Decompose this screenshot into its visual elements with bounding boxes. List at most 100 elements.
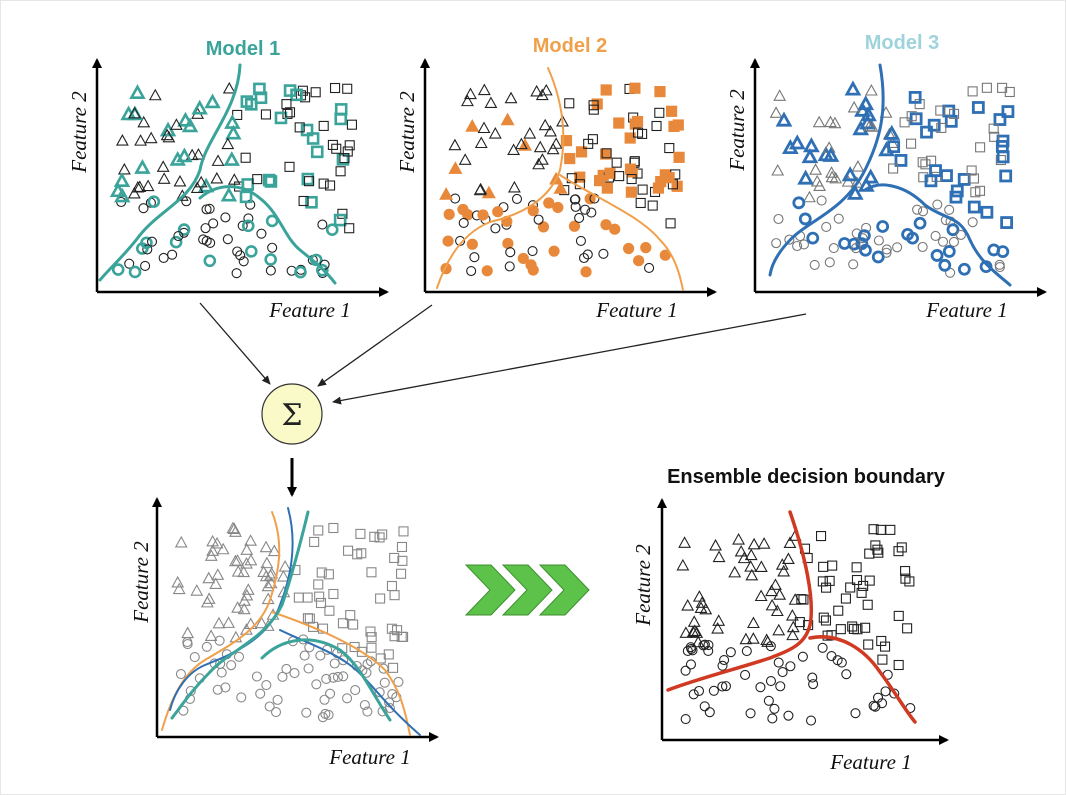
- triangle-marker: [530, 84, 544, 97]
- square-marker: [935, 105, 946, 116]
- square-marker: [900, 573, 911, 584]
- square-marker: [794, 617, 805, 628]
- square-marker: [305, 195, 318, 209]
- circle-marker: [821, 221, 832, 233]
- square-marker: [870, 540, 881, 551]
- triangle-marker: [160, 128, 174, 141]
- model-3-title: Model 3: [865, 32, 939, 54]
- model-2-title: Model 2: [533, 35, 607, 57]
- triangle-marker: [786, 628, 800, 641]
- triangle-marker: [484, 96, 498, 109]
- circle-marker: [769, 703, 780, 714]
- circle-marker: [169, 235, 183, 249]
- square-marker: [293, 592, 304, 603]
- triangle-marker: [781, 138, 799, 155]
- circle-marker: [828, 243, 839, 254]
- circle-marker: [917, 206, 929, 217]
- circle-marker: [955, 229, 966, 240]
- circle-marker: [443, 208, 455, 220]
- circle-marker: [720, 681, 732, 692]
- circle-marker: [836, 657, 847, 668]
- circle-marker: [320, 708, 331, 719]
- circle-marker: [142, 244, 153, 255]
- square-marker: [629, 82, 641, 94]
- square-marker: [611, 157, 622, 168]
- triangle-marker: [204, 93, 221, 109]
- square-marker: [389, 590, 400, 601]
- triangle-marker: [771, 163, 785, 176]
- square-marker: [967, 86, 978, 97]
- square-marker: [906, 138, 917, 149]
- chevron-arrows-icon: [464, 564, 590, 616]
- circle-marker: [362, 706, 373, 717]
- triangle-marker: [533, 140, 547, 153]
- triangle-marker: [535, 153, 549, 165]
- square-marker: [240, 152, 251, 163]
- square-marker: [929, 164, 942, 178]
- triangle-marker: [810, 174, 824, 187]
- triangle-marker: [264, 568, 277, 581]
- circle-marker: [816, 195, 827, 206]
- circle-marker: [167, 249, 178, 260]
- triangle-marker: [115, 134, 129, 146]
- square-marker: [635, 197, 646, 209]
- square-marker: [301, 172, 315, 186]
- triangle-marker: [544, 124, 557, 137]
- circle-marker: [216, 667, 227, 678]
- combined-boundary-model-1-b: [260, 638, 392, 722]
- combined-xlabel: Feature 1: [328, 745, 410, 769]
- circle-marker: [767, 713, 778, 724]
- circle-marker: [265, 214, 279, 228]
- triangle-marker: [211, 568, 225, 580]
- circle-marker: [807, 672, 818, 683]
- square-marker: [926, 155, 937, 166]
- square-marker: [847, 621, 858, 632]
- triangle-marker: [777, 564, 791, 577]
- triangle-marker: [850, 176, 864, 188]
- triangle-marker: [688, 624, 702, 637]
- square-marker: [920, 159, 931, 170]
- square-marker: [896, 542, 907, 553]
- triangle-marker: [144, 131, 158, 144]
- triangle-marker: [133, 180, 147, 192]
- circle-marker: [680, 714, 691, 725]
- square-marker: [906, 111, 917, 122]
- triangle-marker: [148, 88, 162, 101]
- triangle-marker: [744, 548, 758, 561]
- square-marker: [300, 123, 314, 137]
- circle-marker: [889, 688, 900, 699]
- circle-marker: [841, 669, 852, 680]
- square-marker: [614, 171, 625, 182]
- model-1-arrow: [199, 302, 271, 385]
- triangle-marker: [156, 160, 170, 172]
- square-marker: [824, 575, 835, 586]
- square-marker: [818, 612, 829, 623]
- sum-circle: [261, 383, 323, 445]
- triangle-marker: [202, 571, 216, 584]
- triangle-marker: [769, 578, 782, 590]
- triangle-marker: [255, 616, 269, 629]
- combined-boundary-model-2-b: [271, 611, 411, 736]
- square-marker: [940, 169, 953, 183]
- circle-marker: [682, 645, 693, 657]
- triangle-marker: [754, 560, 768, 572]
- square-marker: [835, 624, 846, 635]
- circle-marker: [876, 220, 890, 233]
- square-marker: [330, 82, 341, 94]
- square-marker: [262, 173, 276, 187]
- triangle-marker: [220, 186, 238, 202]
- triangle-marker: [797, 169, 815, 185]
- triangle-marker: [473, 183, 487, 196]
- square-marker: [996, 150, 1010, 164]
- square-marker: [651, 120, 662, 132]
- circle-marker: [917, 241, 928, 253]
- ensemble-title: Ensemble decision boundary: [667, 466, 946, 488]
- triangle-marker: [770, 604, 784, 617]
- circle-marker: [232, 246, 243, 257]
- circle-marker: [967, 217, 978, 228]
- square-marker: [587, 134, 598, 145]
- circle-marker: [543, 197, 555, 209]
- circle-marker: [687, 645, 698, 656]
- triangle-marker: [181, 626, 195, 639]
- triangle-marker: [504, 91, 518, 104]
